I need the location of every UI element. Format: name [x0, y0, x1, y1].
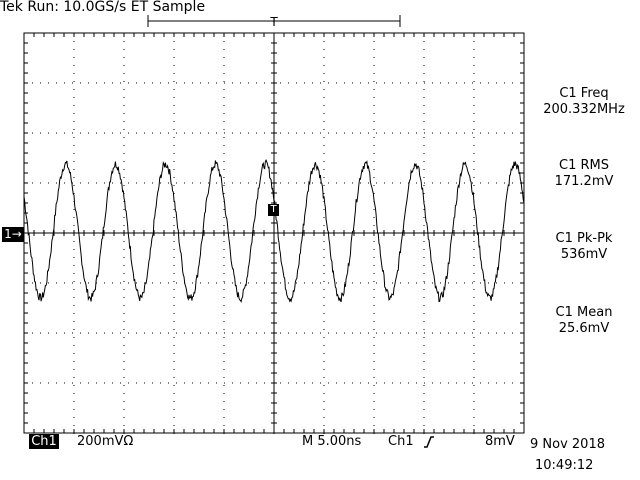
date: 9 Nov 2018: [530, 437, 605, 452]
measurement-pkpk: C1 Pk-Pk 536mV: [528, 231, 640, 263]
measurement-value: 536mV: [560, 247, 608, 262]
measurement-label: C1 Mean: [555, 305, 613, 320]
acquisition-status: Tek Run: 10.0GS/s ET Sample: [0, 0, 206, 15]
timebase: M 5.00ns: [302, 434, 362, 449]
measurement-mean: C1 Mean 25.6mV: [528, 305, 640, 337]
graticule: [23, 32, 525, 434]
measurement-label: C1 Pk-Pk: [555, 231, 613, 246]
trigger-level-marker[interactable]: T: [268, 204, 279, 216]
measurement-freq: C1 Freq 200.332MHz: [528, 86, 640, 118]
trigger-level: 8mV: [485, 434, 515, 449]
measurement-value: 25.6mV: [558, 321, 610, 336]
measurement-rms: C1 RMS 171.2mV: [528, 158, 640, 190]
volts-per-div: 200mVΩ: [77, 434, 134, 449]
trigger-source: Ch1: [388, 434, 414, 449]
channel-badge[interactable]: Ch1: [29, 434, 59, 449]
ch1-waveform-line: [23, 159, 525, 303]
trigger-position-bracket: T: [147, 15, 401, 29]
waveform-trace: [23, 159, 525, 303]
measurement-label: C1 RMS: [559, 158, 609, 173]
time: 10:49:12: [535, 458, 594, 473]
measurement-value: 171.2mV: [554, 174, 614, 189]
trigger-position-marker: T: [269, 15, 278, 29]
rising-edge-icon: [424, 436, 434, 448]
measurement-label: C1 Freq: [559, 86, 609, 101]
ground-level-marker[interactable]: 1→: [2, 227, 24, 242]
measurement-value: 200.332MHz: [543, 102, 625, 117]
